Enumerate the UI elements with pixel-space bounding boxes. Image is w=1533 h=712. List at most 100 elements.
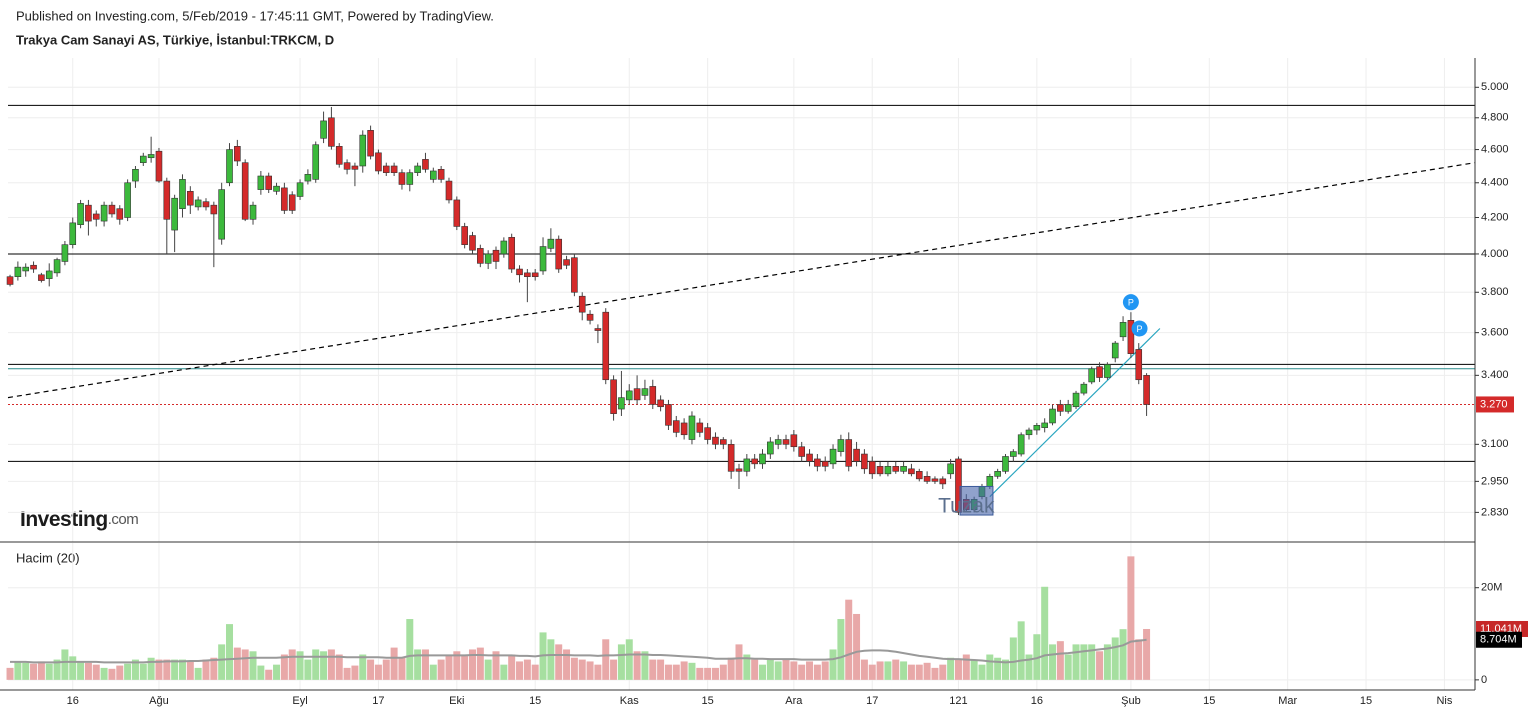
volume-bar: [907, 664, 915, 680]
candle-body: [923, 476, 931, 482]
volume-bar: [954, 659, 962, 680]
volume-bar: [37, 661, 45, 680]
candle-body: [602, 311, 610, 381]
y-tick-label: 3.600: [1481, 327, 1509, 339]
volume-bar: [241, 649, 249, 680]
candle-body: [641, 388, 649, 396]
candle-body: [547, 238, 555, 249]
candle-body: [500, 240, 508, 255]
x-tick-label: 15: [529, 695, 541, 707]
candle-body: [743, 458, 751, 472]
candle-body: [171, 197, 178, 231]
candle-body: [492, 249, 500, 262]
volume-bar: [680, 661, 688, 680]
candle-body: [296, 182, 304, 197]
volume-bar: [53, 659, 61, 680]
volume-bar: [6, 667, 14, 680]
volume-bar: [523, 659, 531, 680]
volume-bar: [1041, 586, 1049, 680]
candle-body: [1041, 422, 1048, 428]
candle-body: [304, 174, 312, 182]
volume-bar: [649, 659, 657, 680]
candle-body: [892, 466, 900, 472]
candle-body: [955, 458, 962, 513]
candle-body: [265, 175, 272, 190]
volume-bar: [923, 662, 931, 680]
marker-label: P: [1137, 324, 1143, 334]
candle-body: [1033, 425, 1041, 431]
candle-body: [249, 204, 257, 220]
volume-bar: [900, 661, 908, 680]
volume-bar: [1033, 634, 1041, 680]
volume-bar: [1017, 621, 1025, 680]
candle-body: [85, 204, 92, 222]
volume-bar: [69, 656, 77, 680]
volume-bar: [406, 619, 414, 680]
candle-body: [696, 422, 704, 433]
candle-body: [814, 458, 821, 467]
candle-body: [155, 150, 163, 182]
x-tick-label: Kas: [620, 695, 639, 707]
candle-body: [312, 144, 320, 180]
volume-bar: [414, 649, 422, 680]
candle-body: [288, 194, 296, 211]
volume-bar: [147, 657, 155, 680]
candle-body: [163, 180, 171, 220]
logo-main: Investing: [20, 508, 108, 531]
logo-suffix: .com: [108, 511, 139, 528]
volume-bar: [688, 662, 696, 680]
x-tick-label: Nis: [1436, 695, 1452, 707]
candle-body: [633, 388, 641, 401]
volume-bar: [657, 659, 665, 680]
candle-body: [571, 257, 578, 293]
candle-body: [1135, 349, 1143, 381]
volume-bar: [1049, 644, 1057, 680]
candle-body: [680, 422, 688, 436]
volume-bar: [194, 667, 202, 680]
volume-bar: [766, 659, 774, 680]
candle-body: [884, 466, 892, 475]
candle-body: [790, 434, 798, 448]
volume-bar: [30, 663, 38, 680]
volume-bar: [696, 667, 704, 680]
candle-body: [477, 248, 484, 264]
x-tick-label: 15: [702, 695, 714, 707]
volume-bar: [884, 661, 892, 680]
volume-bar: [947, 657, 955, 680]
volume-bar: [641, 651, 649, 680]
volume-bar: [508, 654, 516, 680]
volume-bar: [672, 664, 680, 680]
candle-body: [100, 204, 108, 222]
candle-body: [1143, 375, 1150, 405]
candle-body: [727, 444, 735, 472]
candle-body: [555, 238, 563, 270]
candle-body: [767, 441, 774, 455]
volume-bar: [664, 664, 672, 680]
volume-bar: [45, 663, 53, 680]
volume-bar: [327, 649, 335, 680]
volume-bar: [445, 654, 453, 680]
volume-bar: [1001, 659, 1009, 680]
volume-bar: [586, 661, 594, 680]
volume-bar: [578, 659, 586, 680]
volume-bar: [320, 651, 328, 680]
candle-body: [1049, 408, 1056, 424]
volume-bar: [563, 649, 571, 680]
candle-body: [508, 237, 515, 270]
last-price-box: [1476, 396, 1514, 413]
candle-body: [688, 415, 696, 440]
candle-body: [720, 439, 727, 445]
volume-bar: [453, 651, 461, 680]
volume-bar: [774, 661, 782, 680]
volume-bar: [727, 657, 735, 680]
volume-bar: [382, 659, 390, 680]
volume-bar: [751, 659, 759, 680]
candle-body: [806, 453, 813, 462]
volume-bar: [280, 654, 288, 680]
y-tick-label: 4.000: [1481, 248, 1509, 260]
volume-ma-line: [10, 638, 1147, 664]
candle-body: [649, 386, 657, 405]
volume-bar: [970, 659, 978, 680]
volume-bar: [1009, 637, 1017, 680]
